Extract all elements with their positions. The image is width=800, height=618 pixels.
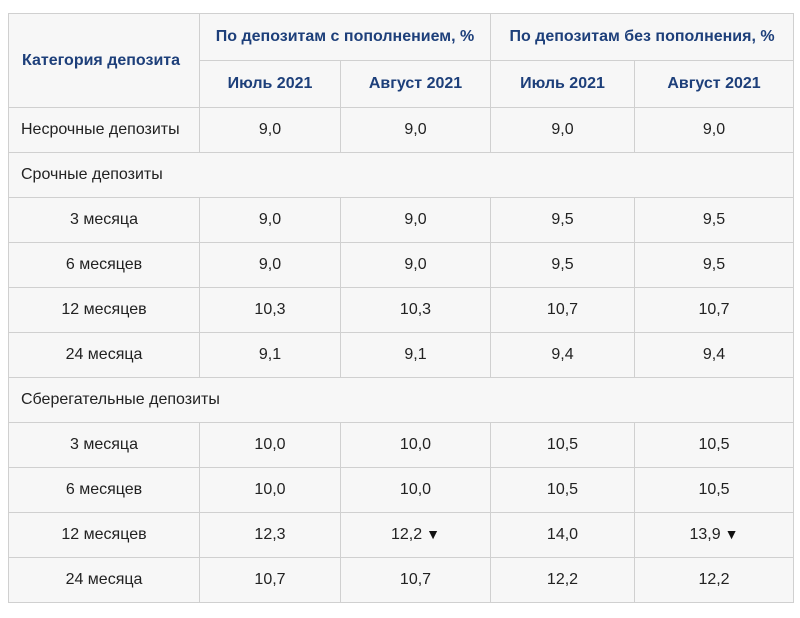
rate-cell: 10,3: [199, 287, 341, 333]
category-header: Категория депозита: [8, 13, 200, 108]
rate-cell: 10,7: [340, 557, 491, 603]
rate-cell: 10,7: [633, 287, 795, 333]
rate-cell: 12,3: [199, 512, 341, 558]
table-row: 24 месяца 10,7 10,7 12,2 12,2: [8, 557, 795, 603]
table-row: 6 месяцев 9,0 9,0 9,5 9,5: [8, 242, 795, 288]
rate-cell: 13,9 ▼: [633, 512, 795, 558]
rate-value: 12,2: [391, 526, 423, 543]
rate-value: 13,9: [689, 526, 721, 543]
table-row: 3 месяца 10,0 10,0 10,5 10,5: [8, 422, 795, 468]
month-header: Август 2021: [340, 60, 491, 108]
rate-cell: 9,0: [199, 242, 341, 288]
rate-cell: 10,0: [340, 422, 491, 468]
rate-cell: 10,5: [490, 422, 635, 468]
rate-cell: 10,5: [633, 467, 795, 513]
rate-cell: 9,4: [490, 332, 635, 378]
group-header-with-topup: По депозитам с пополнением, %: [199, 13, 491, 61]
row-label: 6 месяцев: [8, 467, 200, 513]
row-label: 12 месяцев: [8, 512, 200, 558]
table-row: Несрочные депозиты 9,0 9,0 9,0 9,0: [8, 107, 795, 153]
rate-cell: 10,7: [490, 287, 635, 333]
row-label: 3 месяца: [8, 422, 200, 468]
row-label: 12 месяцев: [8, 287, 200, 333]
rate-cell: 9,5: [633, 242, 795, 288]
section-row-savings: Сберегательные депозиты: [7, 377, 795, 423]
rate-cell: 9,5: [490, 197, 635, 243]
row-label: 3 месяца: [8, 197, 200, 243]
rate-cell: 9,1: [199, 332, 341, 378]
row-label: 6 месяцев: [8, 242, 200, 288]
rate-cell: 10,5: [490, 467, 635, 513]
header-row-groups: Категория депозита По депозитам с пополн…: [8, 13, 795, 108]
rate-cell: 10,5: [633, 422, 795, 468]
decrease-arrow-icon: ▼: [426, 526, 440, 542]
rate-cell: 10,0: [340, 467, 491, 513]
row-label: 24 месяца: [8, 332, 200, 378]
rate-cell: 9,1: [340, 332, 491, 378]
rate-cell: 9,0: [340, 107, 491, 153]
decrease-arrow-icon: ▼: [724, 526, 739, 542]
rate-cell: 12,2: [633, 557, 795, 603]
rate-cell: 9,0: [199, 197, 341, 243]
rate-cell: 9,5: [633, 197, 795, 243]
rate-cell: 9,0: [340, 242, 491, 288]
table-row: 12 месяцев 12,3 12,2 ▼ 14,0 13,9 ▼: [8, 512, 795, 558]
rate-cell: 9,0: [199, 107, 341, 153]
group-header-without-topup: По депозитам без пополнения, %: [489, 13, 795, 61]
month-header: Август 2021: [633, 60, 795, 108]
rate-cell: 14,0: [490, 512, 635, 558]
rate-cell: 10,3: [340, 287, 491, 333]
header-row-months: Июль 2021 Август 2021 Июль 2021 Август 2…: [9, 60, 795, 108]
rate-cell: 12,2: [490, 557, 635, 603]
section-row-term: Срочные депозиты: [7, 152, 795, 198]
rate-cell: 12,2 ▼: [340, 512, 491, 558]
rate-cell: 9,0: [340, 197, 491, 243]
rate-cell: 9,0: [633, 107, 795, 153]
rate-cell: 10,0: [199, 467, 341, 513]
month-header: Июль 2021: [199, 60, 341, 108]
table-row: 6 месяцев 10,0 10,0 10,5 10,5: [8, 467, 795, 513]
rate-cell: 9,4: [633, 332, 795, 378]
rate-cell: 9,5: [490, 242, 635, 288]
deposit-rates-table: Категория депозита По депозитам с пополн…: [7, 13, 795, 603]
section-title: Срочные депозиты: [7, 152, 795, 198]
rate-cell: 10,0: [199, 422, 341, 468]
month-header: Июль 2021: [490, 60, 635, 108]
row-label: 24 месяца: [8, 557, 200, 603]
table-row: 24 месяца 9,1 9,1 9,4 9,4: [8, 332, 795, 378]
row-label: Несрочные депозиты: [8, 107, 200, 153]
rate-cell: 9,0: [490, 107, 635, 153]
section-title: Сберегательные депозиты: [7, 377, 795, 423]
table-row: 3 месяца 9,0 9,0 9,5 9,5: [8, 197, 795, 243]
table-row: 12 месяцев 10,3 10,3 10,7 10,7: [8, 287, 795, 333]
rate-cell: 10,7: [199, 557, 341, 603]
